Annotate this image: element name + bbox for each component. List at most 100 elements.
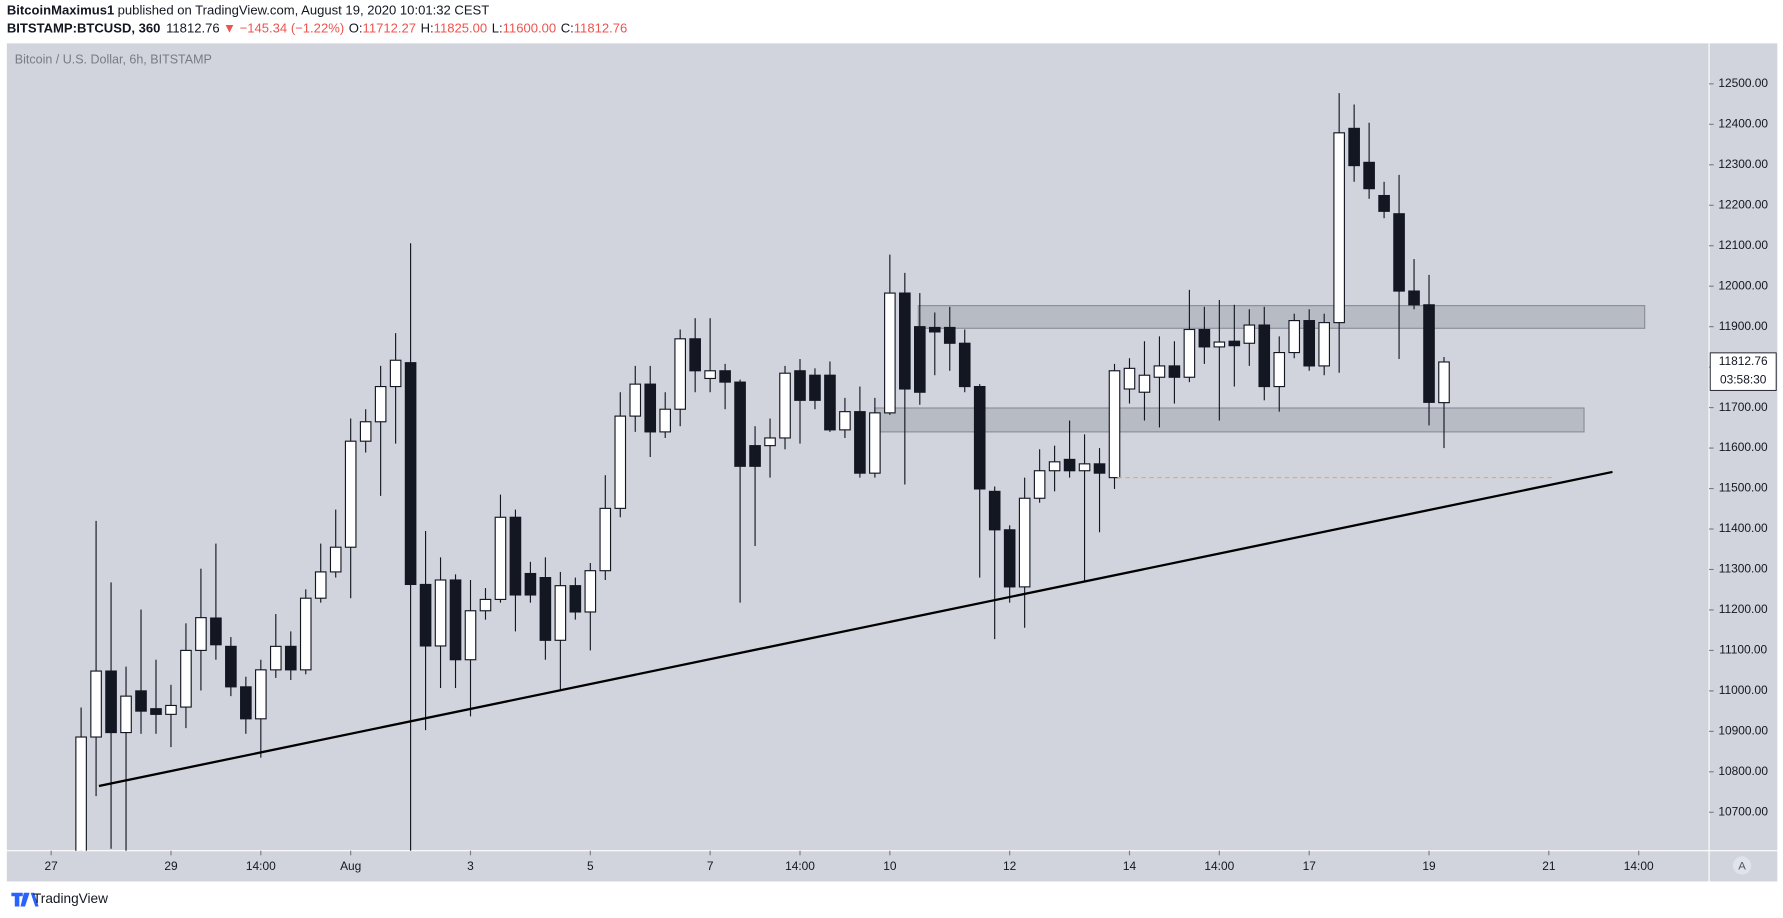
candle-body [884,292,896,414]
candle-body [359,421,372,442]
candle-body [165,704,177,715]
candle-body [824,374,836,431]
candle-body [180,649,192,708]
candle-body [1063,458,1076,472]
candle-body [839,411,851,431]
x-tick-label: 14:00 [785,859,815,873]
candle-body [389,359,402,388]
x-tick-label: 12 [1003,859,1017,873]
candle-body [524,572,537,596]
x-tick-label: 3 [467,859,474,873]
candle-body [569,585,582,613]
y-tick-label: 11600.00 [1719,440,1768,454]
published: published on TradingView.com, August 19,… [118,3,490,18]
candle-body [958,342,971,388]
brand[interactable]: TradingView [33,891,108,906]
candle-body [794,370,806,401]
y-tick-label: 11000.00 [1719,683,1768,697]
candle-body [120,695,132,734]
y-tick-label: 10700.00 [1718,804,1768,818]
auto-scale-button[interactable] [1732,856,1752,875]
candle-body [225,645,237,688]
header-line-1: BitcoinMaximus1 published on TradingView.… [7,3,489,18]
zone [917,305,1646,329]
candle-body [1333,132,1345,324]
plot-area [75,93,1646,851]
candle-body [90,670,102,738]
candle-body [1273,351,1286,388]
candle-body [105,670,117,734]
candle-body [1363,161,1375,190]
candle-body [749,445,761,467]
x-tick-label: Aug [340,859,361,873]
candle-body [1198,328,1211,348]
candle-body [1288,320,1301,354]
candle-body [1003,529,1016,588]
candle-body [779,372,791,439]
h-value: 11825.00 [434,21,488,36]
candle-body [494,516,507,600]
auto-scale-label[interactable]: A [1738,861,1746,873]
candle-body [1348,127,1360,167]
candle-body [1228,340,1241,347]
candle-body [1318,322,1330,367]
y-tick-label: 12400.00 [1718,116,1768,130]
x-tick-label: 19 [1422,859,1436,873]
candle-body [629,383,642,417]
candle-body [809,374,821,401]
author[interactable]: BitcoinMaximus1 [7,3,114,18]
candle-body [1168,365,1181,378]
candle-body [1018,497,1031,588]
y-tick-label: 12100.00 [1718,238,1768,252]
candle-body [943,326,956,344]
candle-body [1423,304,1435,403]
candle-body [269,645,282,671]
y-tick-label: 11400.00 [1719,521,1768,535]
candle-body [734,381,746,467]
y-tick-label: 11200.00 [1719,602,1768,616]
candle-body [1138,374,1151,393]
candle-body [344,440,357,548]
candle-body [1303,320,1316,367]
candle-body [374,385,387,423]
candle-body [195,617,207,651]
x-tick-label: 14 [1123,859,1137,873]
candle-body [135,690,147,712]
y-tick-label: 12000.00 [1718,278,1768,292]
candle-body [75,736,87,851]
x-tick-label: 14:00 [246,859,276,873]
candle-body [988,490,1001,531]
candle-body [150,708,162,715]
y-tick-label: 11700.00 [1719,400,1768,414]
candle-body [1123,367,1136,390]
c-label: C: [561,21,574,36]
c-value: 11812.76 [574,21,628,36]
candle-body [854,411,866,474]
last-price-box [1709,352,1777,391]
x-tick-label: 10 [883,859,897,873]
tradingview-logo[interactable] [11,892,39,907]
candle-body [299,597,312,671]
candle-body [255,669,267,720]
candle-body [434,579,447,647]
candle-body [1258,324,1271,388]
candle-body [899,292,911,390]
candle-body [449,579,462,661]
candle-body [973,385,986,490]
candle-body [509,516,522,596]
countdown-label: 03:58:30 [1720,372,1767,386]
o-label: O: [349,21,363,36]
candle-body [644,383,657,433]
chart-panel [6,43,1778,882]
candle-body [674,338,686,410]
candle-body [1408,290,1420,306]
candle-body [1213,341,1226,348]
candle-body [240,686,252,720]
candle-body [913,326,926,393]
last: 11812.76 [166,21,220,36]
chart-title: Bitcoin / U.S. Dollar, 6h, BITSTAMP [15,53,212,67]
candle-body [329,546,342,573]
x-tick-label: 14:00 [1624,859,1654,873]
x-tick-label: 7 [707,859,714,873]
